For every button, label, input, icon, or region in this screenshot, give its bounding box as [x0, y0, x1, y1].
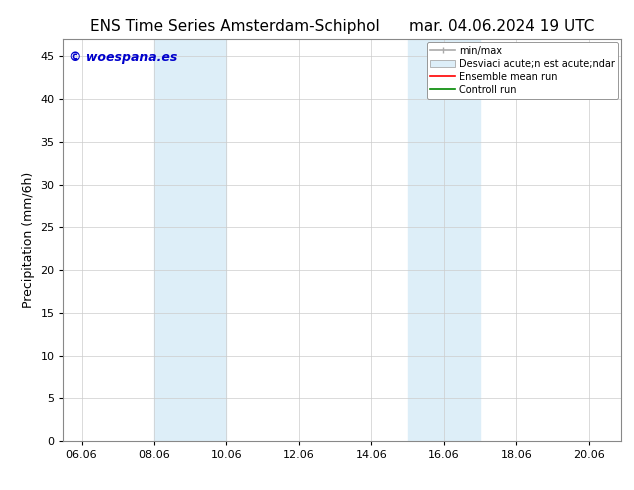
Bar — [408, 39, 480, 441]
Legend: min/max, Desviaci acute;n est acute;ndar, Ensemble mean run, Controll run: min/max, Desviaci acute;n est acute;ndar… — [427, 42, 618, 98]
Bar — [154, 39, 226, 441]
Y-axis label: Precipitation (mm/6h): Precipitation (mm/6h) — [22, 172, 35, 308]
Text: © woespana.es: © woespana.es — [69, 51, 178, 64]
Title: ENS Time Series Amsterdam-Schiphol      mar. 04.06.2024 19 UTC: ENS Time Series Amsterdam-Schiphol mar. … — [90, 19, 595, 34]
